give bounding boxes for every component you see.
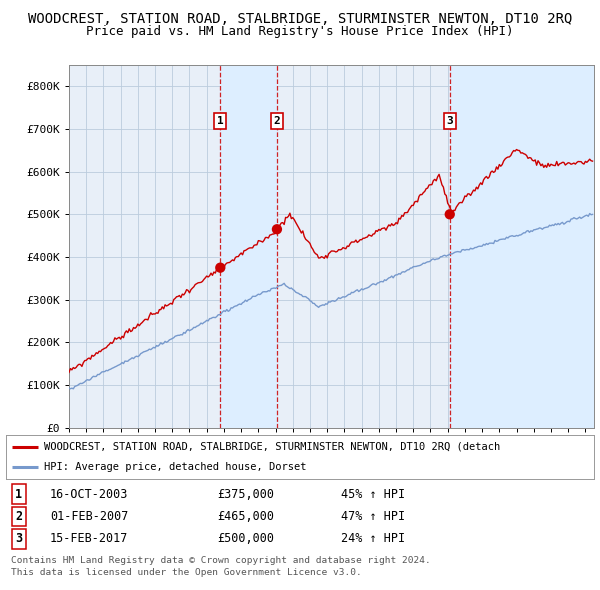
Text: This data is licensed under the Open Government Licence v3.0.: This data is licensed under the Open Gov…	[11, 568, 362, 576]
Text: 24% ↑ HPI: 24% ↑ HPI	[341, 532, 405, 545]
Text: 2: 2	[274, 116, 280, 126]
Text: 15-FEB-2017: 15-FEB-2017	[50, 532, 128, 545]
Text: 2: 2	[16, 510, 22, 523]
Text: 16-OCT-2003: 16-OCT-2003	[50, 488, 128, 501]
Point	[445, 209, 455, 219]
Text: 3: 3	[446, 116, 453, 126]
Text: 1: 1	[217, 116, 224, 126]
Text: 3: 3	[16, 532, 22, 545]
Text: 1: 1	[16, 488, 22, 501]
Text: 45% ↑ HPI: 45% ↑ HPI	[341, 488, 405, 501]
Text: 01-FEB-2007: 01-FEB-2007	[50, 510, 128, 523]
Text: Contains HM Land Registry data © Crown copyright and database right 2024.: Contains HM Land Registry data © Crown c…	[11, 556, 431, 565]
Text: £375,000: £375,000	[218, 488, 275, 501]
Bar	[220, 65, 277, 428]
Text: £500,000: £500,000	[218, 532, 275, 545]
Point	[215, 263, 225, 273]
Text: £465,000: £465,000	[218, 510, 275, 523]
Text: Price paid vs. HM Land Registry's House Price Index (HPI): Price paid vs. HM Land Registry's House …	[86, 25, 514, 38]
Text: WOODCREST, STATION ROAD, STALBRIDGE, STURMINSTER NEWTON, DT10 2RQ: WOODCREST, STATION ROAD, STALBRIDGE, STU…	[28, 12, 572, 26]
Text: 47% ↑ HPI: 47% ↑ HPI	[341, 510, 405, 523]
Bar	[450, 65, 594, 428]
Point	[272, 225, 282, 234]
Text: HPI: Average price, detached house, Dorset: HPI: Average price, detached house, Dors…	[44, 462, 307, 472]
Text: WOODCREST, STATION ROAD, STALBRIDGE, STURMINSTER NEWTON, DT10 2RQ (detach: WOODCREST, STATION ROAD, STALBRIDGE, STU…	[44, 442, 500, 452]
